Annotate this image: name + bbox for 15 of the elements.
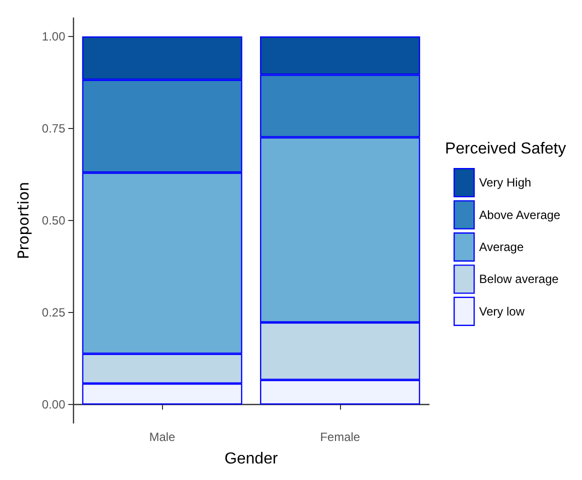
y-tick-label: 0.75 <box>42 121 66 136</box>
legend-label: Very High <box>479 176 532 190</box>
x-axis-title: Gender <box>224 450 278 468</box>
y-tick-label: 0.00 <box>42 398 66 412</box>
y-tick-label: 0.50 <box>42 214 66 228</box>
y-tick-label: 1.00 <box>42 29 66 44</box>
y-tick-label: 0.25 <box>42 306 66 320</box>
legend-label: Average <box>479 240 524 254</box>
x-tick-label: Female <box>320 430 360 444</box>
legend-label: Above Average <box>479 208 561 222</box>
legend-label: Below average <box>479 272 559 286</box>
x-tick-label: Male <box>149 430 176 444</box>
legend-label: Very low <box>479 304 525 318</box>
y-axis-title: Proportion <box>14 182 32 260</box>
legend-title: Perceived Safety <box>445 140 566 158</box>
